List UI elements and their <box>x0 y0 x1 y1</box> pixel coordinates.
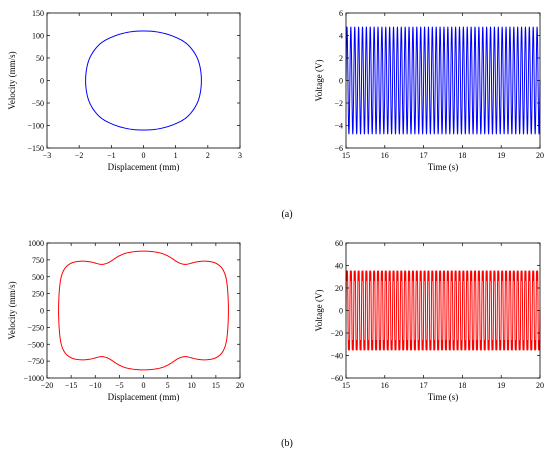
x-tick-label: 3 <box>238 151 242 160</box>
y-tick-label: 0 <box>339 307 343 316</box>
x-axis-label: Displacement (mm) <box>108 162 180 172</box>
y-tick-label: 150 <box>32 9 44 18</box>
y-tick-label: −20 <box>330 329 343 338</box>
x-tick-label: 15 <box>342 151 350 160</box>
y-tick-label: 2 <box>339 54 343 63</box>
chart-a-voltage: 15 16 17 18 19 20 −6 −4 −2 0 2 4 6 Time (s) Voltage (V… <box>314 9 544 172</box>
y-tick-label: 250 <box>32 290 44 299</box>
x-axis-label: Displacement (mm) <box>108 392 180 402</box>
panel-label-b: (b) <box>281 438 293 449</box>
x-tick-label: 18 <box>458 151 466 160</box>
x-tick-label: 16 <box>381 151 389 160</box>
x-tick-label: 2 <box>206 151 210 160</box>
x-axis-label: Time (s) <box>428 162 458 172</box>
series-line-a-phase <box>85 30 202 131</box>
x-tick-label: −20 <box>41 381 54 390</box>
axes-frame <box>46 242 241 379</box>
y-tick-label: 0 <box>339 77 343 86</box>
y-tick-label: 50 <box>36 54 44 63</box>
y-axis-label: Velocity (mm/s) <box>7 51 17 109</box>
x-tick-label: 17 <box>420 151 428 160</box>
series-line-b-phase <box>58 250 229 371</box>
series-line-b-voltage <box>345 270 541 351</box>
x-tick-label: 20 <box>536 151 544 160</box>
x-tick-label: 19 <box>497 151 505 160</box>
y-tick-label: −750 <box>27 357 44 366</box>
y-tick-label: −100 <box>27 122 44 131</box>
x-tick-label: −3 <box>43 151 52 160</box>
y-tick-label: 0 <box>40 307 44 316</box>
plots: −3 −2 −1 0 1 2 3−150−100−50050100150Displaceme… <box>7 9 544 402</box>
x-tick-label: 19 <box>497 381 505 390</box>
y-tick-label: 60 <box>335 239 343 248</box>
y-tick-label: 20 <box>335 284 343 293</box>
y-tick-label: −150 <box>27 144 44 153</box>
x-tick-label: 16 <box>381 381 389 390</box>
chart-b-voltage: 15 16 17 18 19 20 −60 −40 −20 0 20 40 60 Time (s) Volt… <box>314 239 544 402</box>
y-tick-label: 4 <box>339 32 343 41</box>
x-tick-label: 5 <box>166 381 170 390</box>
x-tick-label: 17 <box>420 381 428 390</box>
panel-label-a: (a) <box>281 209 292 220</box>
x-tick-label: 10 <box>188 381 196 390</box>
x-tick-label: 20 <box>536 381 544 390</box>
y-tick-label: 500 <box>32 273 44 282</box>
x-tick-label: 20 <box>236 381 244 390</box>
x-axis-label: Time (s) <box>428 392 458 402</box>
axes-frame <box>46 12 241 149</box>
x-tick-label: 15 <box>342 381 350 390</box>
y-tick-label: 40 <box>335 262 343 271</box>
y-tick-label: −6 <box>334 144 343 153</box>
chart-b-phase: −20 −15 −10 −5 0 5 10 15 20 −1000 −750 −500 −250 0 250… <box>7 239 244 402</box>
x-tick-label: 15 <box>212 381 220 390</box>
y-tick-label: −50 <box>31 99 44 108</box>
y-tick-label: −2 <box>334 99 343 108</box>
y-axis-label: Voltage (V) <box>314 59 324 101</box>
x-tick-label: −1 <box>107 151 116 160</box>
y-tick-label: 6 <box>339 9 343 18</box>
x-tick-label: −15 <box>65 381 78 390</box>
y-axis-label: Velocity (mm/s) <box>7 281 17 339</box>
y-tick-label: 0 <box>40 77 44 86</box>
y-tick-label: −60 <box>330 374 343 383</box>
y-tick-label: 750 <box>32 256 44 265</box>
y-tick-label: −4 <box>334 122 343 131</box>
x-tick-label: −5 <box>115 381 124 390</box>
y-tick-label: −250 <box>27 323 44 332</box>
y-axis-label: Voltage (V) <box>314 289 324 331</box>
y-tick-label: 100 <box>32 32 44 41</box>
x-tick-label: 0 <box>142 151 146 160</box>
y-tick-label: −1000 <box>23 374 44 383</box>
y-tick-label: −500 <box>27 340 44 349</box>
x-tick-label: −10 <box>89 381 102 390</box>
y-tick-label: −40 <box>330 352 343 361</box>
x-tick-label: −2 <box>75 151 84 160</box>
x-tick-label: 0 <box>142 381 146 390</box>
y-tick-label: 1000 <box>28 239 44 248</box>
x-tick-label: 18 <box>458 381 466 390</box>
series-line-a-voltage <box>345 26 541 135</box>
x-tick-label: 1 <box>174 151 178 160</box>
chart-a-phase: −3 −2 −1 0 1 2 3 −150 −100 −50 0 50 100 150 Displaceme… <box>7 9 242 172</box>
